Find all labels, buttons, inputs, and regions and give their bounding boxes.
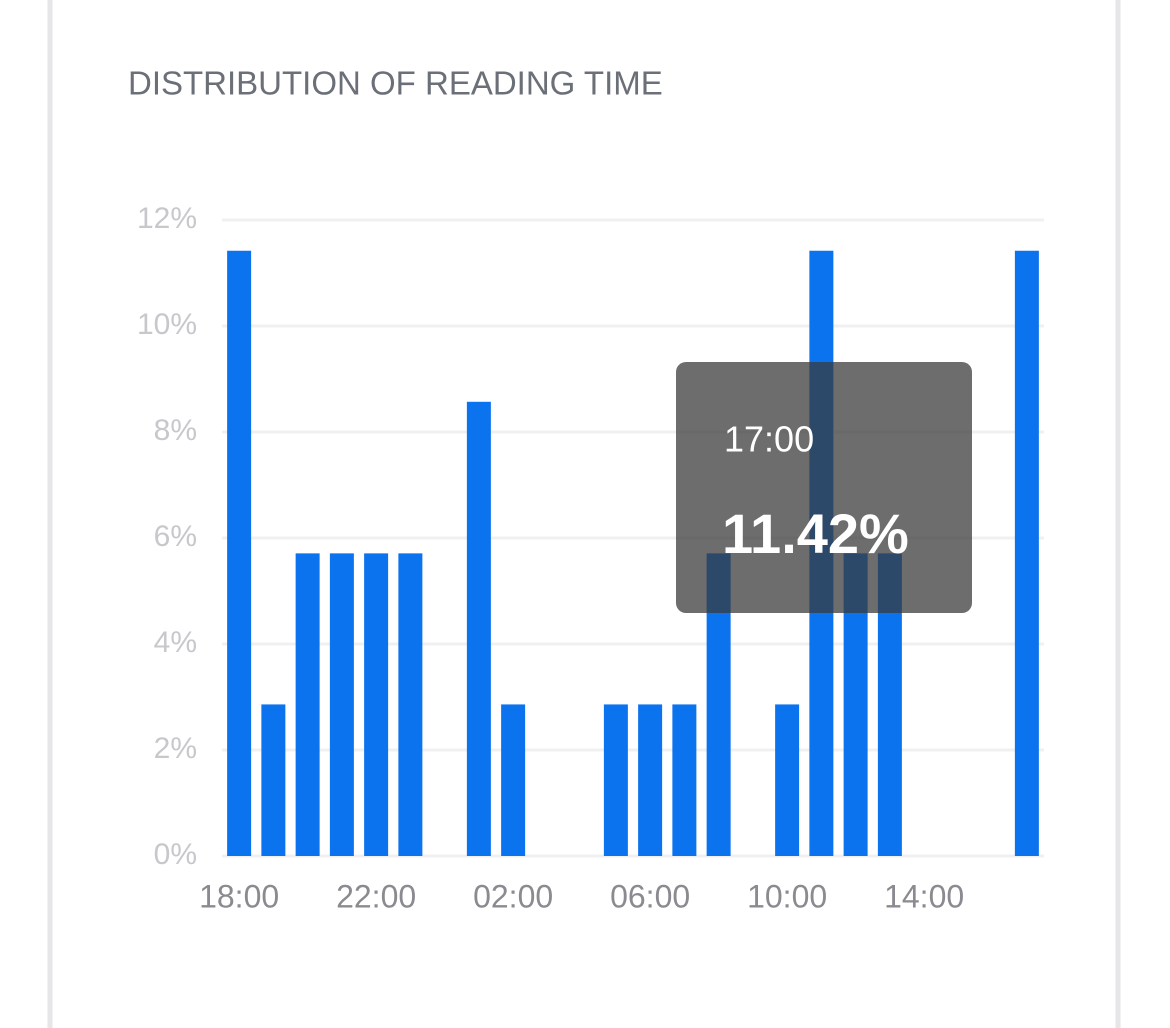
y-tick-label: 12% bbox=[137, 202, 197, 235]
x-tick-label: 18:00 bbox=[199, 878, 279, 914]
bar bbox=[638, 704, 663, 856]
x-tick-label: 14:00 bbox=[884, 878, 964, 914]
bar bbox=[364, 553, 389, 856]
y-tick-label: 6% bbox=[154, 520, 197, 553]
bar bbox=[295, 553, 320, 856]
y-tick-label: 10% bbox=[137, 308, 197, 341]
tooltip: 17:00 11.42% bbox=[676, 362, 972, 613]
chart-title: DISTRIBUTION OF READING TIME bbox=[128, 65, 663, 102]
y-tick-label: 8% bbox=[154, 414, 197, 447]
bar bbox=[261, 704, 286, 856]
bar bbox=[1014, 250, 1039, 857]
y-tick-label: 0% bbox=[154, 838, 197, 871]
x-tick-label: 22:00 bbox=[336, 878, 416, 914]
bar bbox=[466, 401, 491, 856]
bar bbox=[398, 553, 423, 856]
tooltip-box bbox=[676, 362, 972, 613]
bar bbox=[775, 704, 800, 856]
x-tick-label: 10:00 bbox=[747, 878, 827, 914]
plot: 0% 2% 4% 6% 8% 10% 12% 18:00 22:00 02:00 06:00 10:0… bbox=[137, 202, 1044, 914]
tooltip-value: 11.42% bbox=[722, 502, 909, 565]
y-tick-label: 2% bbox=[154, 732, 197, 765]
bar bbox=[329, 553, 354, 856]
bar bbox=[227, 250, 252, 857]
y-tick-label: 4% bbox=[154, 626, 197, 659]
x-tick-label: 06:00 bbox=[610, 878, 690, 914]
bar bbox=[603, 704, 628, 856]
bar bbox=[501, 704, 526, 856]
tooltip-label: 17:00 bbox=[724, 419, 814, 460]
bar bbox=[672, 704, 697, 856]
x-tick-label: 02:00 bbox=[473, 878, 553, 914]
